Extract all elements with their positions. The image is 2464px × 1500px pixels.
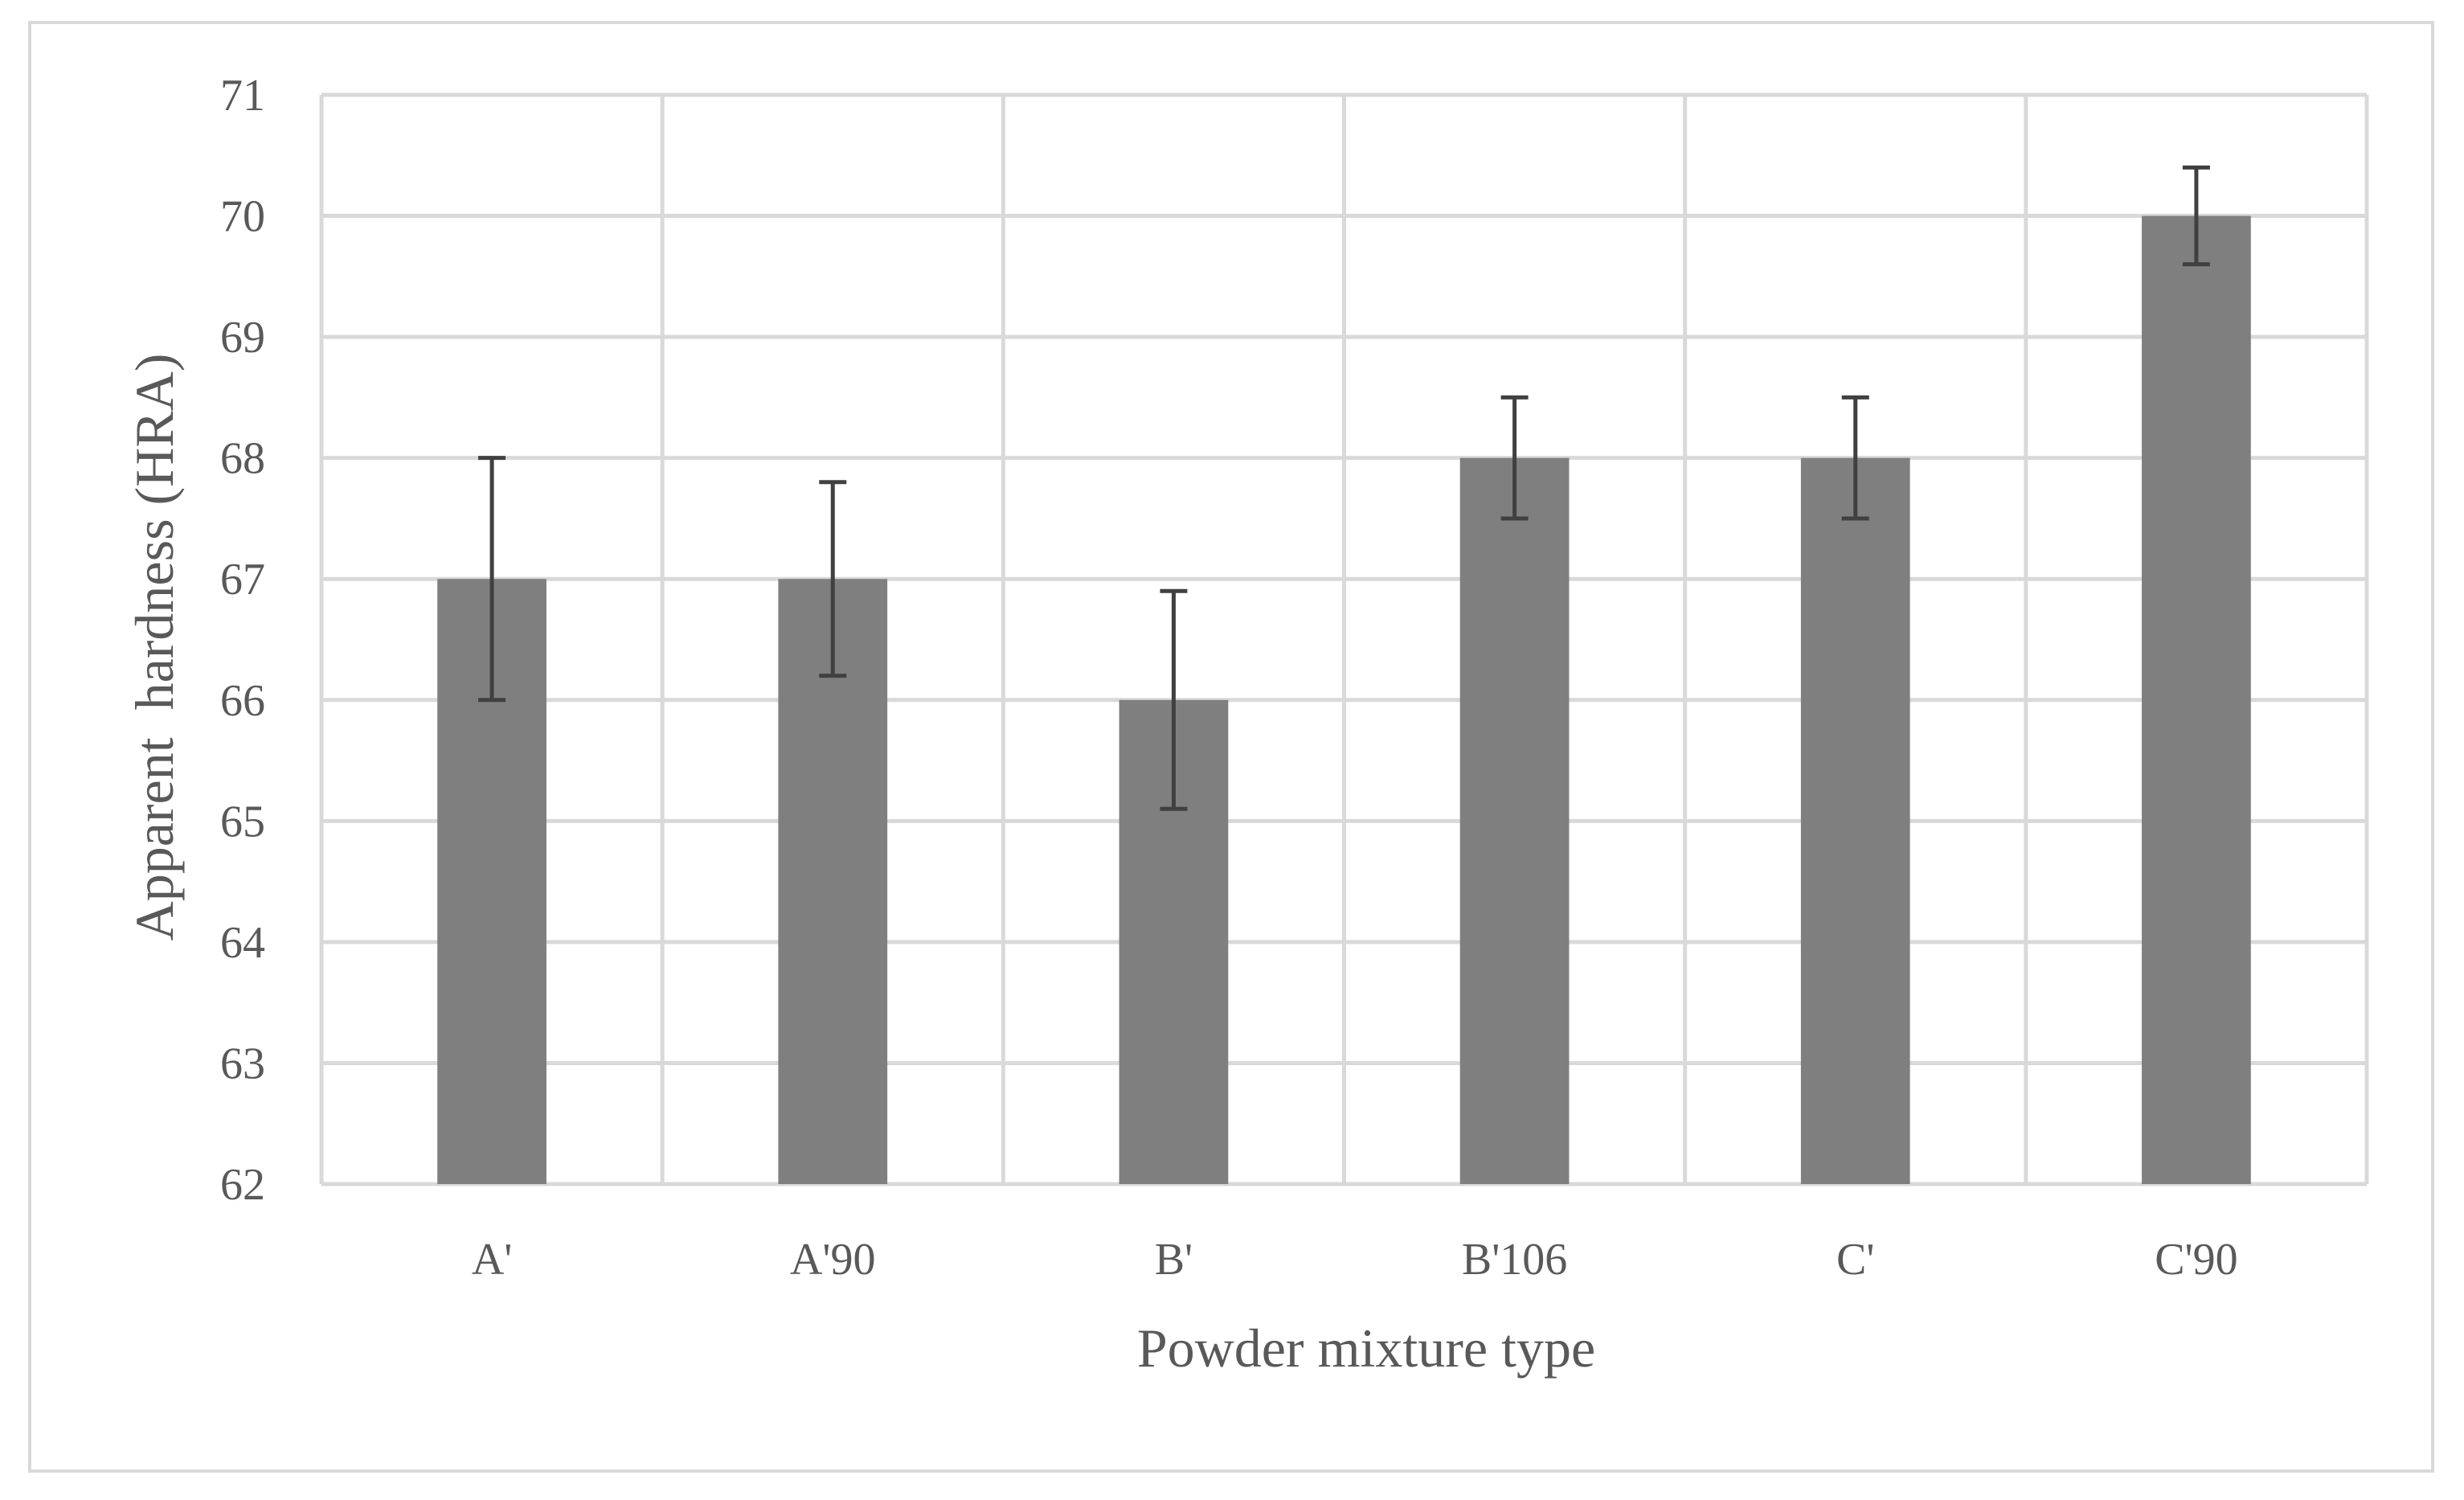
bar — [1459, 457, 1570, 1184]
x-tick-label: A'90 — [790, 1235, 876, 1285]
x-tick-labels: A' A'90 B' B'106 C' C'90 — [472, 1235, 2238, 1285]
grid-layer — [319, 92, 2369, 1186]
y-tick-label: 69 — [220, 313, 265, 363]
y-tick-labels: 62 63 64 65 66 67 68 69 70 71 — [220, 71, 265, 1210]
x-tick-label: A' — [472, 1235, 513, 1285]
error-bar — [1160, 588, 1188, 811]
x-tick-label: B' — [1155, 1235, 1193, 1285]
bar-layer — [437, 215, 2251, 1184]
y-tick-label: 68 — [220, 434, 265, 484]
y-tick-label: 62 — [220, 1160, 265, 1210]
chart-frame — [28, 21, 2434, 1473]
x-tick-label: B'106 — [1462, 1235, 1567, 1285]
y-tick-label: 70 — [220, 192, 265, 242]
error-bar — [1841, 395, 1869, 521]
x-tick-label: C'90 — [2155, 1235, 2237, 1285]
y-tick-label: 71 — [220, 71, 265, 121]
error-bar — [478, 456, 506, 703]
y-axis-title: Apparent hardness (HRA) — [124, 354, 185, 941]
bar — [1800, 457, 1910, 1184]
bar — [778, 579, 888, 1184]
error-bar — [1500, 395, 1529, 521]
y-tick-label: 64 — [220, 918, 265, 968]
y-tick-label: 63 — [220, 1039, 265, 1088]
y-tick-label: 65 — [220, 797, 265, 846]
error-bar — [819, 480, 847, 678]
error-bar-layer — [478, 165, 2210, 811]
x-axis-title: Powder mixture type — [1137, 1318, 1595, 1379]
bar — [2142, 215, 2251, 1184]
y-tick-label: 66 — [220, 676, 265, 726]
y-tick-label: 67 — [220, 555, 265, 605]
error-bar — [2182, 165, 2210, 267]
x-tick-label: C' — [1836, 1235, 1874, 1285]
